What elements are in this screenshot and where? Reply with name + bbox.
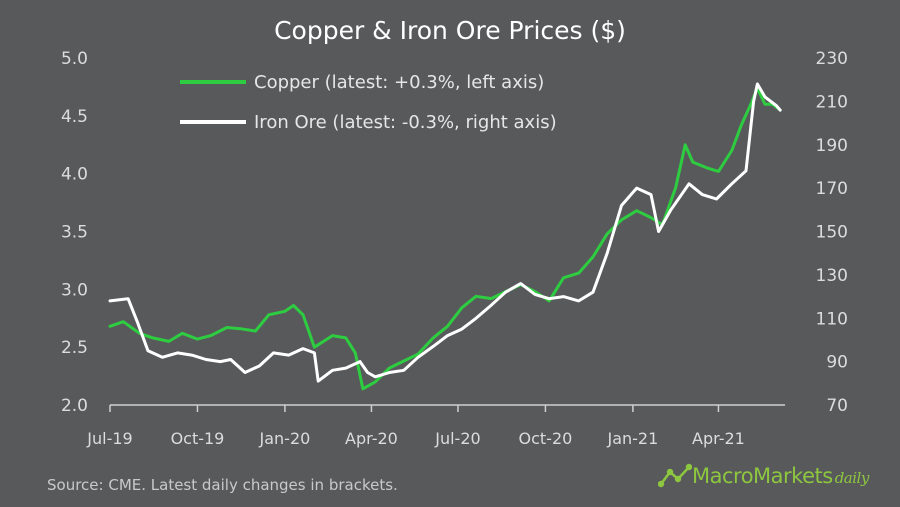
y-right-tick-label: 210 (816, 92, 848, 112)
series-line-iron-ore (108, 82, 782, 383)
logo-network-icon (658, 463, 692, 488)
x-tick-label: Jan-21 (606, 429, 658, 448)
logo-text-daily: daily (834, 469, 870, 487)
legend-swatch-iron-ore (180, 120, 246, 124)
y-left-tick-label: 2.0 (61, 396, 88, 416)
y-right-tick-label: 170 (816, 179, 848, 199)
y-right-tick-label: 70 (826, 396, 848, 416)
x-tick-label: Jan-20 (259, 429, 311, 448)
y-right-tick-label: 190 (816, 136, 848, 156)
x-tick-label: Apr-20 (345, 429, 398, 448)
chart-legend: Copper (latest: +0.3%, left axis) Iron O… (180, 62, 557, 142)
chart-title: Copper & Iron Ore Prices ($) (274, 16, 626, 45)
brand-logo: MacroMarkets daily (658, 456, 869, 496)
y-right-tick-label: 130 (816, 266, 848, 286)
y-right-tick-label: 230 (816, 49, 848, 69)
y-left-tick-label: 5.0 (61, 49, 88, 69)
logo-text: MacroMarkets daily (692, 464, 869, 488)
legend-label-iron-ore: Iron Ore (latest: -0.3%, right axis) (254, 111, 557, 133)
legend-item-copper: Copper (latest: +0.3%, left axis) (180, 62, 557, 102)
x-tick-label: Oct-19 (171, 429, 225, 448)
x-tick-label: Oct-20 (519, 429, 573, 448)
y-left-tick-label: 2.5 (61, 338, 88, 358)
y-right-tick-label: 90 (826, 353, 848, 373)
y-left-tick-label: 3.0 (61, 280, 88, 300)
logo-text-main: MacroMarkets (692, 464, 833, 488)
y-right-tick-label: 110 (816, 309, 848, 329)
chart-series (108, 82, 782, 391)
source-note: Source: CME. Latest daily changes in bra… (47, 476, 398, 494)
legend-swatch-copper (180, 80, 246, 84)
y-left-tick-label: 3.5 (61, 223, 88, 243)
legend-item-iron-ore: Iron Ore (latest: -0.3%, right axis) (180, 102, 557, 142)
legend-label-copper: Copper (latest: +0.3%, left axis) (254, 71, 545, 93)
chart-axes: Jul-19 Oct-19 Jan-20 Apr-20 Jul-20 Oct-20 Jan-… (61, 49, 848, 448)
x-tick-label: Apr-21 (692, 429, 745, 448)
x-tick-label: Jul-20 (434, 429, 480, 448)
y-left-tick-label: 4.0 (61, 165, 88, 185)
series-line-copper (108, 86, 782, 391)
y-left-tick-label: 4.5 (61, 107, 88, 127)
y-right-tick-label: 150 (816, 223, 848, 243)
x-tick-label: Jul-19 (86, 429, 132, 448)
